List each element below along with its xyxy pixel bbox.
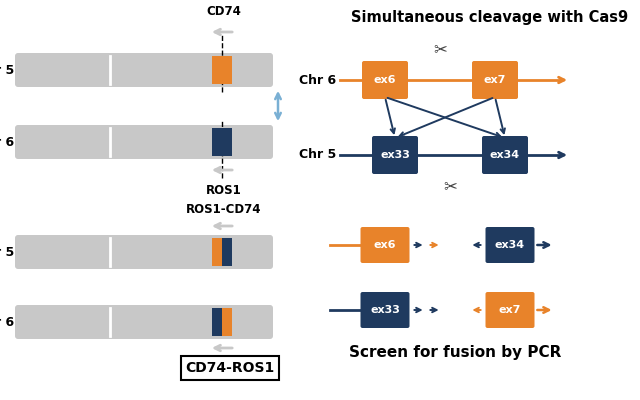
Text: Chr 5: Chr 5	[299, 148, 336, 162]
Text: ✂: ✂	[433, 40, 447, 58]
Bar	[212, 308, 222, 336]
FancyBboxPatch shape	[372, 136, 418, 174]
Text: ex33: ex33	[370, 305, 400, 315]
Text: ex34: ex34	[490, 150, 520, 160]
Text: Chr 6: Chr 6	[299, 74, 336, 86]
FancyBboxPatch shape	[486, 227, 534, 263]
Text: Chr 5: Chr 5	[0, 64, 14, 76]
FancyBboxPatch shape	[360, 292, 410, 328]
Text: ROS1-CD74: ROS1-CD74	[186, 203, 262, 216]
FancyBboxPatch shape	[15, 53, 273, 87]
Text: Simultaneous cleavage with Cas9: Simultaneous cleavage with Cas9	[351, 10, 628, 25]
Text: ex6: ex6	[374, 240, 396, 250]
Text: Chr 5: Chr 5	[0, 246, 14, 258]
Text: Chr 6: Chr 6	[0, 136, 14, 148]
FancyBboxPatch shape	[15, 235, 273, 269]
Text: ex34: ex34	[495, 240, 525, 250]
Bar	[222, 308, 232, 336]
Text: ✂: ✂	[443, 177, 457, 195]
FancyBboxPatch shape	[486, 292, 534, 328]
FancyBboxPatch shape	[360, 227, 410, 263]
Bar	[222, 238, 232, 266]
Bar	[212, 128, 232, 156]
Text: Chr 6: Chr 6	[0, 316, 14, 328]
Text: Screen for fusion by PCR: Screen for fusion by PCR	[349, 344, 561, 360]
Text: CD74-ROS1: CD74-ROS1	[186, 361, 275, 375]
Bar	[212, 238, 222, 266]
FancyBboxPatch shape	[15, 305, 273, 339]
FancyBboxPatch shape	[362, 61, 408, 99]
FancyBboxPatch shape	[472, 61, 518, 99]
Text: ex7: ex7	[499, 305, 521, 315]
Text: ROS1: ROS1	[206, 184, 242, 197]
Bar	[212, 56, 232, 84]
Text: CD74: CD74	[207, 5, 241, 18]
FancyBboxPatch shape	[15, 125, 273, 159]
Text: ex7: ex7	[484, 75, 506, 85]
Text: ex33: ex33	[380, 150, 410, 160]
Text: ex6: ex6	[374, 75, 396, 85]
FancyBboxPatch shape	[482, 136, 528, 174]
